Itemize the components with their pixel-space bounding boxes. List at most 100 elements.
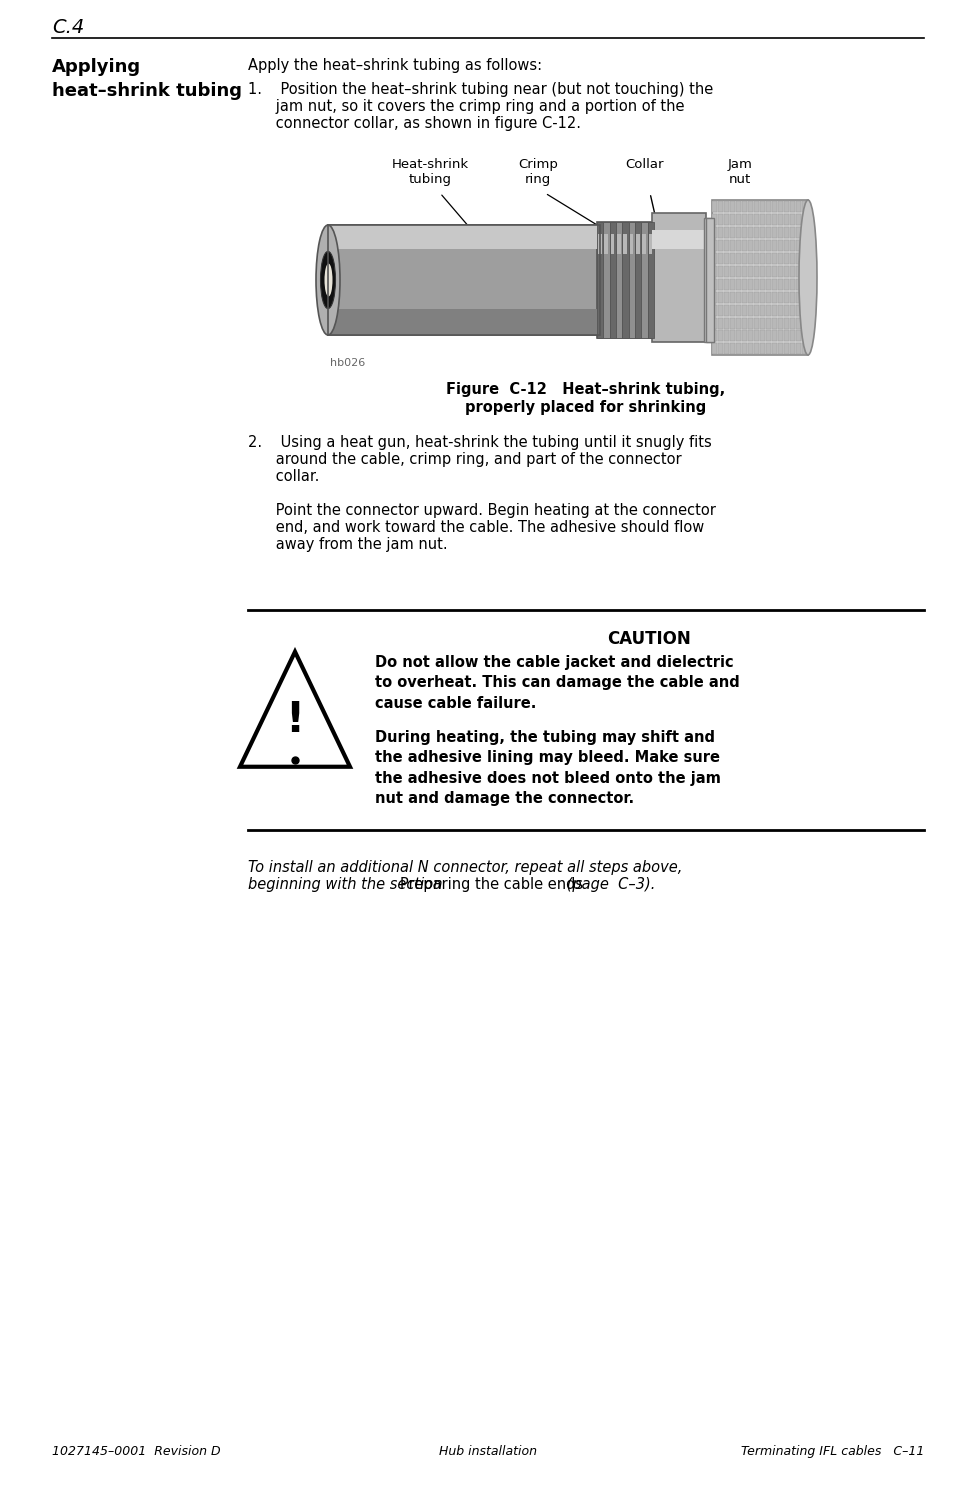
Bar	[743, 304, 748, 316]
Bar	[791, 291, 795, 303]
Bar	[754, 279, 759, 290]
Bar	[718, 241, 723, 251]
Text: Point the connector upward. Begin heating at the connector: Point the connector upward. Begin heatin…	[248, 503, 715, 518]
Bar	[760, 202, 765, 212]
Bar	[754, 304, 759, 316]
Bar	[736, 343, 742, 355]
Text: CAUTION: CAUTION	[608, 630, 691, 647]
Bar	[736, 291, 742, 303]
Bar	[712, 318, 717, 328]
Bar	[791, 343, 795, 355]
Bar	[328, 226, 600, 249]
Bar	[749, 266, 753, 276]
Bar	[796, 318, 801, 328]
Bar	[743, 279, 748, 290]
Bar	[736, 304, 742, 316]
Bar	[730, 202, 735, 212]
Text: ring: ring	[525, 172, 551, 186]
Text: end, and work toward the cable. The adhesive should flow: end, and work toward the cable. The adhe…	[248, 520, 705, 535]
Bar	[724, 252, 729, 264]
Bar	[712, 227, 717, 238]
Bar	[730, 252, 735, 264]
Text: tubing: tubing	[409, 172, 452, 186]
Bar	[712, 279, 717, 290]
Bar	[802, 279, 807, 290]
Text: beginning with the section: beginning with the section	[248, 878, 447, 892]
Bar	[749, 252, 753, 264]
Bar	[749, 331, 753, 342]
Bar	[730, 331, 735, 342]
Bar	[791, 266, 795, 276]
Text: around the cable, crimp ring, and part of the connector: around the cable, crimp ring, and part o…	[248, 451, 681, 466]
Bar	[791, 331, 795, 342]
Text: nut: nut	[729, 172, 752, 186]
Bar	[718, 331, 723, 342]
Bar	[778, 266, 784, 276]
Bar	[766, 318, 771, 328]
Bar	[785, 318, 790, 328]
Text: Apply the heat–shrink tubing as follows:: Apply the heat–shrink tubing as follows:	[248, 58, 542, 73]
Bar	[796, 291, 801, 303]
Bar	[772, 279, 778, 290]
Bar	[766, 343, 771, 355]
Bar	[652, 212, 706, 342]
Bar	[778, 318, 784, 328]
Bar	[610, 221, 616, 339]
Text: Terminating IFL cables   C–11: Terminating IFL cables C–11	[741, 1445, 924, 1458]
Bar	[778, 227, 784, 238]
Bar	[597, 221, 603, 339]
Bar	[736, 266, 742, 276]
Bar	[791, 202, 795, 212]
Bar	[724, 266, 729, 276]
Bar	[791, 318, 795, 328]
Bar	[712, 214, 717, 226]
Bar	[598, 233, 602, 254]
Bar	[778, 304, 784, 316]
Bar	[802, 241, 807, 251]
Bar	[766, 266, 771, 276]
Bar	[629, 221, 635, 339]
Text: Heat-shrink: Heat-shrink	[391, 157, 468, 171]
Bar	[736, 214, 742, 226]
Bar	[730, 318, 735, 328]
Bar	[796, 266, 801, 276]
Bar	[749, 291, 753, 303]
Bar	[718, 343, 723, 355]
Bar	[730, 343, 735, 355]
Bar	[704, 218, 714, 342]
Bar	[724, 279, 729, 290]
Bar	[791, 227, 795, 238]
Bar	[772, 252, 778, 264]
Bar	[802, 266, 807, 276]
Bar	[754, 343, 759, 355]
Text: Do not allow the cable jacket and dielectric
to overheat. This can damage the ca: Do not allow the cable jacket and dielec…	[375, 655, 740, 711]
Bar	[791, 279, 795, 290]
Bar	[785, 214, 790, 226]
Bar	[766, 279, 771, 290]
Text: Preparing the cable ends: Preparing the cable ends	[400, 878, 583, 892]
Bar	[712, 266, 717, 276]
Text: Hub installation: Hub installation	[439, 1445, 537, 1458]
Bar	[796, 202, 801, 212]
Bar	[597, 221, 654, 339]
Bar	[778, 331, 784, 342]
Polygon shape	[240, 652, 350, 766]
Bar	[778, 214, 784, 226]
Bar	[766, 304, 771, 316]
Text: To install an additional N connector, repeat all steps above,: To install an additional N connector, re…	[248, 860, 682, 875]
Bar	[616, 221, 623, 339]
Bar	[743, 331, 748, 342]
Bar	[736, 202, 742, 212]
Bar	[712, 331, 717, 342]
Bar	[772, 202, 778, 212]
Bar	[778, 343, 784, 355]
Bar	[617, 233, 621, 254]
Bar	[749, 318, 753, 328]
Bar	[796, 214, 801, 226]
Bar	[743, 318, 748, 328]
Bar	[648, 221, 654, 339]
Bar	[718, 279, 723, 290]
Bar	[743, 202, 748, 212]
Bar	[796, 304, 801, 316]
Bar	[791, 214, 795, 226]
